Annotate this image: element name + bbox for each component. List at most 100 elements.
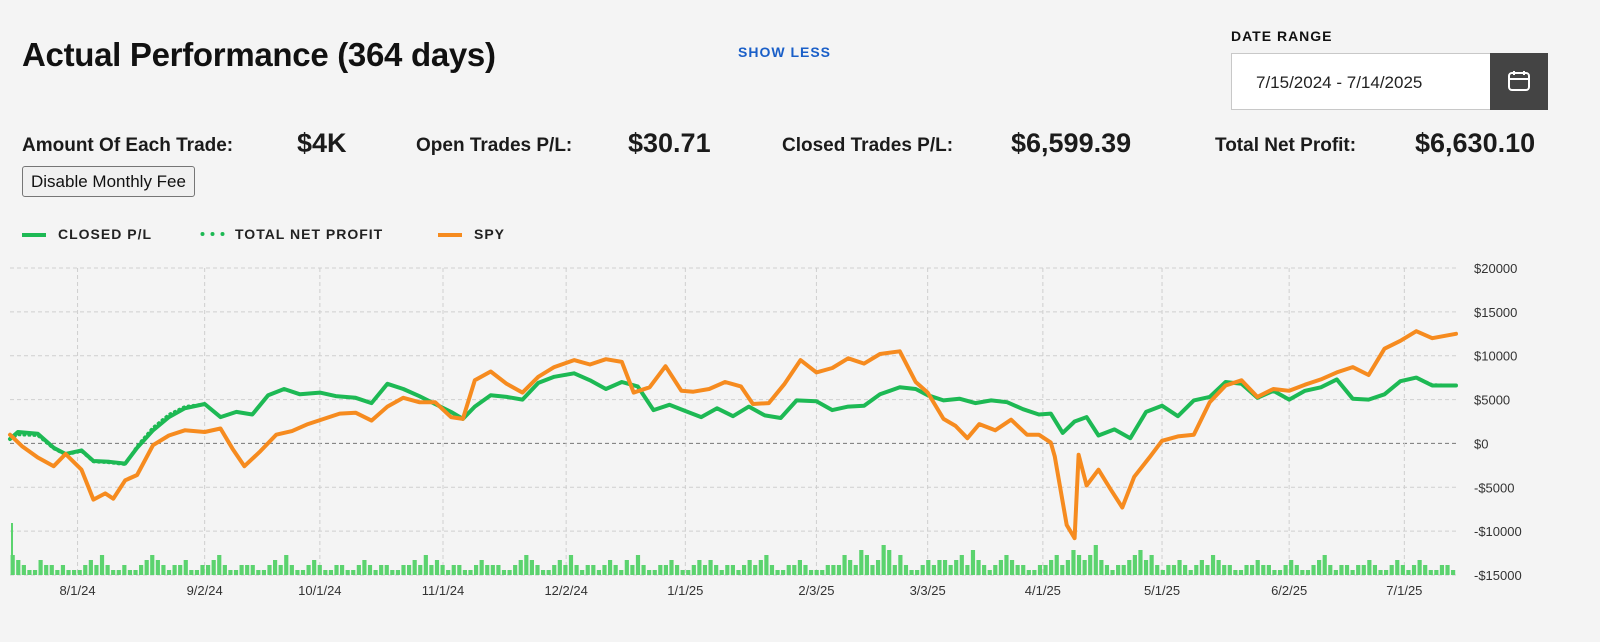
volume-bar (725, 565, 730, 575)
volume-bar (1110, 570, 1115, 575)
volume-bar (987, 570, 992, 575)
volume-bar (144, 560, 149, 575)
volume-bar (99, 555, 105, 575)
volume-bar (172, 565, 177, 575)
closed-pl-swatch (22, 233, 46, 237)
x-tick-label: 9/2/24 (187, 583, 223, 598)
volume-bar (60, 565, 66, 575)
volume-bar (418, 565, 423, 575)
volume-bar (563, 565, 568, 575)
series-line-spy (8, 329, 1458, 541)
volume-bar (529, 560, 535, 575)
volume-bar (289, 565, 294, 575)
disable-monthly-fee-button[interactable]: Disable Monthly Fee (22, 166, 195, 197)
volume-bar (669, 560, 674, 575)
volume-bar (211, 560, 216, 575)
volume-bar (300, 570, 306, 575)
volume-bar (49, 565, 54, 575)
open-trades-pl-label: Open Trades P/L: (416, 135, 573, 156)
volume-bar (1021, 565, 1026, 575)
volume-bar (339, 565, 345, 575)
volume-bar (166, 570, 172, 575)
amount-each-trade-value: $4K (297, 128, 347, 158)
volume-bar (1328, 565, 1333, 575)
volume-bar (507, 570, 512, 575)
volume-bar (585, 565, 590, 575)
volume-bar (473, 565, 479, 575)
volume-bar (1261, 565, 1266, 575)
volume-bar (993, 565, 998, 575)
volume-bar (697, 560, 702, 575)
volume-bar (1255, 560, 1260, 575)
volume-bar (903, 565, 909, 575)
volume-bar (1015, 565, 1020, 575)
x-tick-label: 3/3/25 (910, 583, 946, 598)
volume-bar (831, 565, 836, 575)
volume-bar (429, 565, 434, 575)
volume-bar (1250, 565, 1255, 575)
volume-bar (596, 570, 601, 575)
volume-bar (496, 565, 501, 575)
volume-bar (1054, 555, 1059, 575)
volume-bar (1445, 565, 1450, 575)
volume-bar (1076, 555, 1082, 575)
volume-bar (1339, 565, 1344, 575)
volume-bar (1395, 560, 1400, 575)
volume-bar (1277, 570, 1283, 575)
volume-bar (83, 565, 88, 575)
volume-bar (702, 565, 708, 575)
x-tick-label: 5/1/25 (1144, 583, 1180, 598)
legend-closed-pl[interactable]: CLOSED P/L (58, 226, 153, 242)
legend-total-net-profit[interactable]: TOTAL NET PROFIT (235, 226, 384, 242)
x-tick-label: 2/3/25 (798, 583, 834, 598)
volume-bar (228, 570, 233, 575)
volume-bar (859, 550, 864, 575)
volume-bar (758, 560, 763, 575)
volume-bar (222, 565, 227, 575)
volume-bar (1434, 570, 1439, 575)
volume-bar (1143, 560, 1149, 575)
volume-bar (501, 570, 507, 575)
volume-bar (747, 560, 752, 575)
volume-bar (1227, 565, 1232, 575)
volume-bar (870, 565, 875, 575)
volume-bar (1065, 560, 1070, 575)
volume-bar (909, 570, 914, 575)
volume-bar (1305, 570, 1311, 575)
volume-bar (94, 565, 99, 575)
volume-bar (513, 565, 518, 575)
volume-bar (1411, 565, 1417, 575)
volume-bar (239, 565, 244, 575)
legend-spy[interactable]: SPY (474, 226, 506, 242)
volume-bar (1210, 555, 1216, 575)
show-less-link[interactable]: SHOW LESS (738, 44, 832, 60)
volume-bar (898, 555, 903, 575)
volume-bar (792, 565, 797, 575)
volume-bar (161, 565, 166, 575)
volume-bar (1294, 565, 1299, 575)
volume-bar (920, 565, 925, 575)
volume-bar (72, 570, 77, 575)
volume-bar (1439, 565, 1445, 575)
volume-bar (412, 560, 417, 575)
volume-bar (1266, 565, 1271, 575)
date-range-input[interactable]: 7/15/2024 - 7/14/2025 (1231, 53, 1491, 110)
volume-bar (769, 565, 775, 575)
volume-bar (1004, 555, 1009, 575)
volume-bar (457, 565, 462, 575)
volume-bar (959, 555, 964, 575)
y-tick-label: $5000 (1474, 393, 1510, 408)
volume-bar (1177, 560, 1182, 575)
volume-bar (155, 560, 160, 575)
volume-bar (1244, 565, 1249, 575)
volume-bar (317, 565, 322, 575)
x-tick-label: 11/1/24 (422, 583, 464, 598)
volume-bar (256, 570, 261, 575)
y-tick-label: -$10000 (1474, 524, 1522, 539)
volume-bar (233, 570, 239, 575)
volume-bar (535, 565, 540, 575)
volume-bar (1356, 565, 1361, 575)
calendar-button[interactable] (1490, 53, 1548, 110)
x-axis-labels: 8/1/24 9/2/24 10/1/24 11/1/24 12/2/24 1/1/25 2… (59, 583, 1422, 598)
volume-bar (116, 570, 121, 575)
